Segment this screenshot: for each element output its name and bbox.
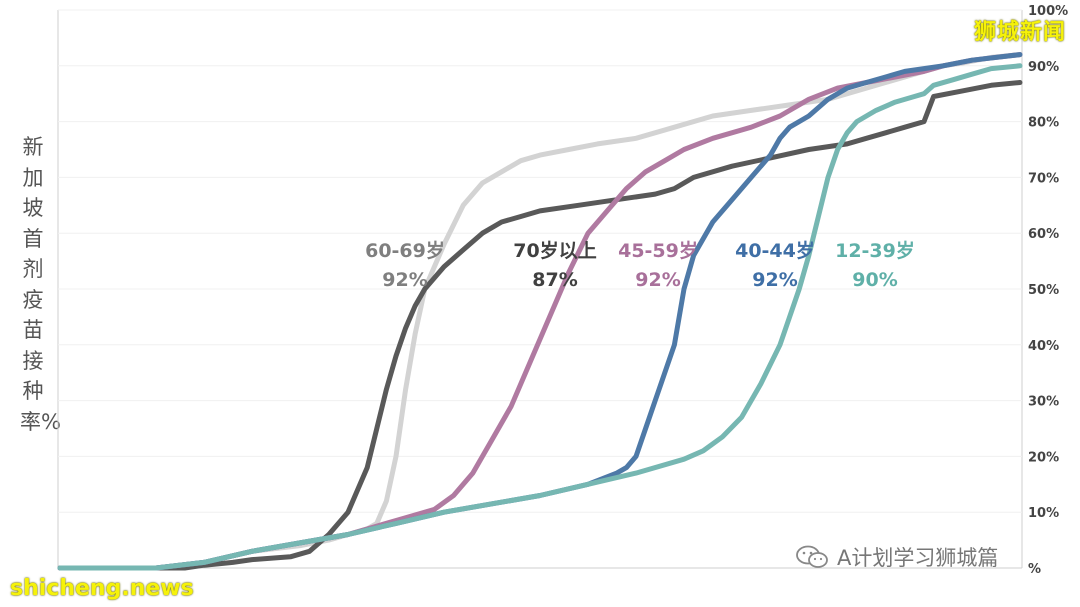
series-name-label: 60-69岁 [365, 239, 445, 262]
series-line-4 [57, 63, 1023, 571]
y-tick-label: 70% [1028, 171, 1059, 186]
series-value-label: 92% [635, 269, 680, 291]
series-name-label: 12-39岁 [835, 239, 915, 262]
watermark-bottom: shicheng.news [10, 576, 194, 601]
y-tick-label: 60% [1028, 227, 1059, 242]
series-value-label: 87% [532, 269, 577, 291]
y-tick-label: 80% [1028, 116, 1059, 131]
y-tick-label: 50% [1028, 283, 1059, 298]
y-tick-label: 100% [1028, 4, 1068, 19]
series-line-2 [57, 52, 1023, 571]
series-value-label: 92% [752, 269, 797, 291]
series-name-label: 45-59岁 [618, 239, 698, 262]
y-tick-label: % [1028, 562, 1041, 577]
y-tick-label: 40% [1028, 339, 1059, 354]
y-tick-label: 10% [1028, 506, 1059, 521]
y-tick-labels: % 10% 20% 30% 40% 50% 60% 70% 80% 90% 100% [1028, 4, 1068, 577]
series-line-3 [57, 52, 1023, 571]
series-line-0 [57, 52, 1023, 571]
watermark-top: 狮城新闻 [973, 20, 1066, 45]
y-tick-label: 30% [1028, 395, 1059, 410]
wechat-icon [796, 545, 828, 568]
series-name-label: 40-44岁 [735, 239, 815, 262]
series-labels: 60-69岁 92% 70岁以上 87% 45-59岁 92% 40-44岁 92% 12-39… [365, 239, 915, 291]
series-value-label: 92% [382, 269, 427, 291]
series-name-label: 70岁以上 [513, 239, 596, 262]
series-value-label: 90% [852, 269, 897, 291]
wechat-account-name: A计划学习狮城篇 [837, 546, 999, 570]
watermark-wechat: A计划学习狮城篇 [795, 542, 998, 572]
y-tick-label: 20% [1028, 450, 1059, 465]
y-tick-label: 90% [1028, 60, 1059, 75]
series-lines [57, 52, 1023, 571]
series-line-1 [57, 80, 1023, 571]
